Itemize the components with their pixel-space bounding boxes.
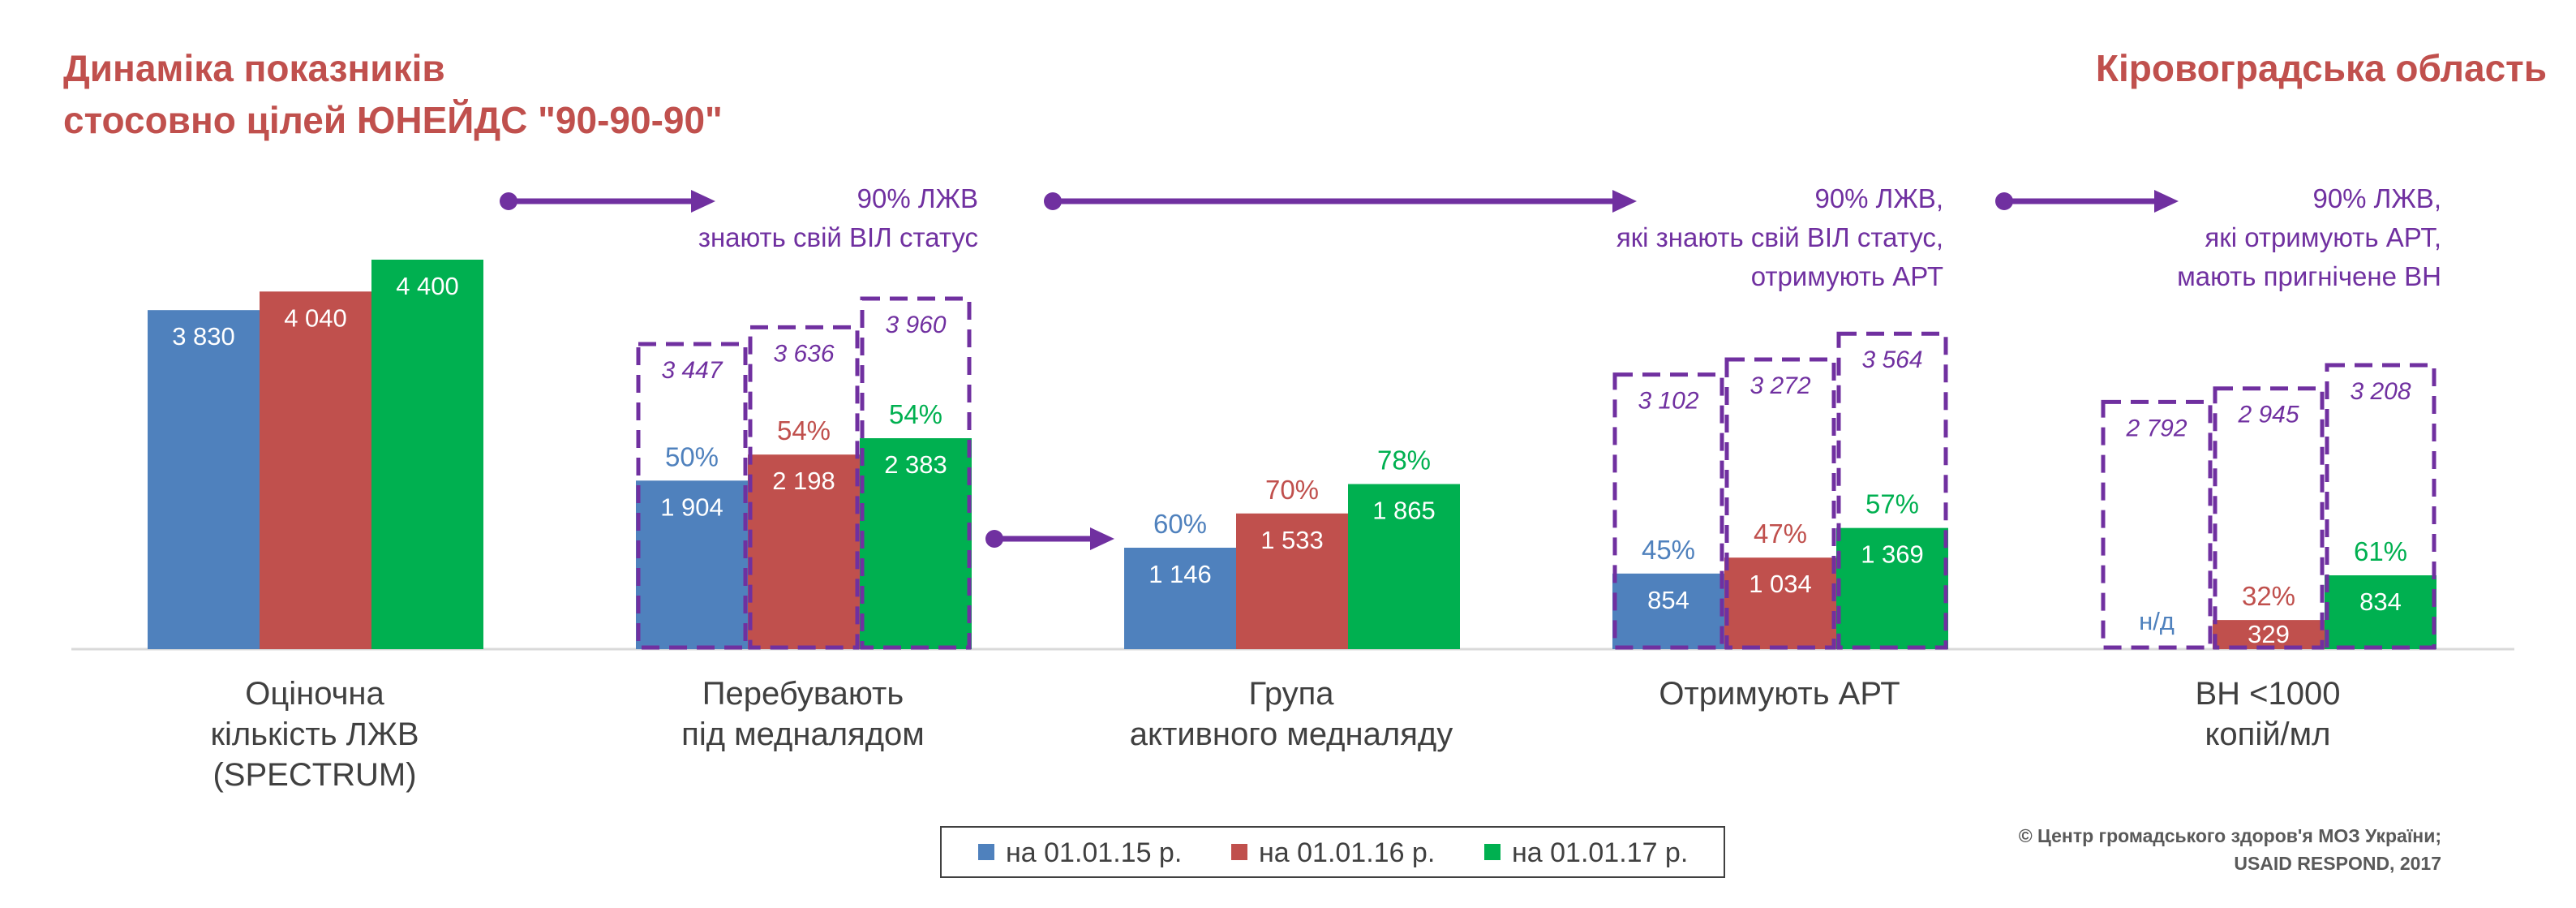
category-label-1-line-1: Оціночна <box>245 676 384 712</box>
legend-swatch-3 <box>1484 844 1501 860</box>
bar-g1-s2 <box>260 291 371 649</box>
target-box-g4-s2 <box>1724 357 1836 650</box>
target-note-2-line-1: 90% ЛЖВ, <box>1814 183 1943 213</box>
target-value-g2-s3: 3 960 <box>885 312 946 338</box>
category-label-4-line-1: Отримують АРТ <box>1659 676 1900 712</box>
bar-g2-s2 <box>748 454 860 649</box>
category-label-1-line-2: кількість ЛЖВ <box>210 717 419 752</box>
category-label-5-line-1: ВН <1000 <box>2195 676 2340 712</box>
target-value-g4-s3: 3 564 <box>1861 346 1922 373</box>
copyright-line-2: USAID RESPOND, 2017 <box>2234 853 2441 874</box>
target-note-1-line-2: знають свій ВІЛ статус <box>698 222 978 252</box>
target-value-g2-s1: 3 447 <box>661 357 723 384</box>
bar-value-g1-s3: 4 400 <box>396 272 459 300</box>
arrow-to-active-group <box>985 527 1114 550</box>
target-note-2-line-3: отримують АРТ <box>1751 261 1943 291</box>
percent-label-g3-s3: 78% <box>1377 445 1431 476</box>
bar-g4-s2 <box>1724 557 1836 649</box>
bar-g3-s1 <box>1124 547 1236 649</box>
bar-value-g2-s3: 2 383 <box>884 450 947 479</box>
target-box-g4-s3 <box>1836 331 1948 650</box>
chart-marks: 3 830 1 904 3 447 50% 1 146 60% 854 3 102 45% н/д… <box>148 260 2436 650</box>
target-value-g5-s3: 3 208 <box>2350 378 2411 405</box>
target-box-g5-s1 <box>2101 399 2213 650</box>
target-value-g2-s2: 3 636 <box>773 340 834 367</box>
bar-g1-s1 <box>148 310 260 649</box>
legend-swatch-2 <box>1231 844 1247 860</box>
target-note-3-line-2: які отримують АРТ, <box>2205 222 2441 252</box>
bar-value-g3-s2: 1 533 <box>1260 526 1324 554</box>
chart-title-line-1: Динаміка показників <box>63 47 445 89</box>
percent-label-g5-s2: 32% <box>2242 581 2295 611</box>
percent-label-g4-s3: 57% <box>1865 489 1919 519</box>
bar-value-g4-s2: 1 034 <box>1749 570 1812 598</box>
target-box-g2-s1 <box>636 342 748 650</box>
target-value-g4-s1: 3 102 <box>1638 388 1698 415</box>
bar-g5-s2 <box>2213 620 2325 649</box>
percent-label-g3-s1: 60% <box>1153 509 1207 539</box>
bar-g4-s3 <box>1836 527 1948 649</box>
bar-value-g1-s2: 4 040 <box>284 303 347 332</box>
bar-value-g4-s1: 854 <box>1647 586 1689 614</box>
legend-label-3: на 01.01.17 р. <box>1512 837 1688 868</box>
percent-label-g5-s3: 61% <box>2354 536 2407 566</box>
bar-g4-s1 <box>1612 573 1724 649</box>
region-title: Кіровоградська область <box>2096 47 2547 89</box>
copyright-line-1: © Центр громадського здоров'я МОЗ Україн… <box>2019 825 2441 846</box>
category-label-2-line-1: Перебувають <box>702 676 904 712</box>
bar-g1-s3 <box>371 260 483 649</box>
percent-label-g2-s1: 50% <box>665 441 719 471</box>
bar-value-g3-s3: 1 865 <box>1372 497 1436 525</box>
bar-g5-s3 <box>2325 575 2436 649</box>
target-value-g4-s2: 3 272 <box>1750 372 1810 399</box>
target-note-2-line-2: які знають свій ВІЛ статус, <box>1616 222 1943 252</box>
arrow-3 <box>1995 190 2179 213</box>
legend: на 01.01.15 р. на 01.01.16 р. на 01.01.1… <box>940 826 1725 878</box>
target-box-g2-s2 <box>748 325 860 650</box>
bar-g2-s3 <box>860 438 972 649</box>
bar-value-g4-s3: 1 369 <box>1861 540 1924 569</box>
target-value-g5-s1: 2 792 <box>2125 415 2187 441</box>
percent-label-g2-s3: 54% <box>889 399 942 429</box>
target-box-g5-s2 <box>2213 386 2325 650</box>
target-value-g5-s2: 2 945 <box>2237 402 2299 428</box>
target-box-g2-s3 <box>860 296 972 650</box>
arrow-1 <box>500 190 715 213</box>
percent-label-g4-s1: 45% <box>1642 535 1695 565</box>
target-note-1-line-1: 90% ЛЖВ <box>857 183 978 213</box>
bar-value-g5-s3: 834 <box>2359 587 2402 616</box>
bar-value-g1-s1: 3 830 <box>172 322 235 351</box>
percent-label-g3-s2: 70% <box>1265 475 1319 505</box>
chart-title-line-2: стосовно цілей ЮНЕЙДС "90-90-90" <box>63 99 723 141</box>
target-note-3-line-3: мають пригнічене ВН <box>2177 261 2441 291</box>
legend-label-1: на 01.01.15 р. <box>1006 837 1182 868</box>
bar-g3-s2 <box>1236 513 1348 649</box>
category-label-1-line-3: (SPECTRUM) <box>213 757 416 793</box>
bar-value-g2-s1: 1 904 <box>660 493 723 521</box>
target-box-g4-s1 <box>1612 372 1724 650</box>
arrow-2 <box>1044 190 1637 213</box>
bar-g3-s3 <box>1348 484 1460 649</box>
percent-label-g2-s2: 54% <box>777 415 831 445</box>
category-label-5-line-2: копій/мл <box>2205 717 2330 752</box>
percent-label-g4-s2: 47% <box>1754 519 1807 549</box>
legend-swatch-1 <box>978 844 994 860</box>
legend-label-2: на 01.01.16 р. <box>1259 837 1435 868</box>
missing-value-g5-s1: н/д <box>2139 607 2175 635</box>
bar-value-g3-s1: 1 146 <box>1148 560 1212 588</box>
bar-value-g2-s2: 2 198 <box>772 467 835 495</box>
target-box-g5-s3 <box>2325 363 2436 650</box>
category-label-3-line-2: активного медналяду <box>1130 717 1453 752</box>
bar-value-g5-s2: 329 <box>2248 620 2290 648</box>
target-note-3-line-1: 90% ЛЖВ, <box>2312 183 2441 213</box>
bar-g2-s1 <box>636 480 748 649</box>
category-label-2-line-2: під медналядом <box>681 717 925 752</box>
category-label-3-line-1: Група <box>1248 676 1334 712</box>
